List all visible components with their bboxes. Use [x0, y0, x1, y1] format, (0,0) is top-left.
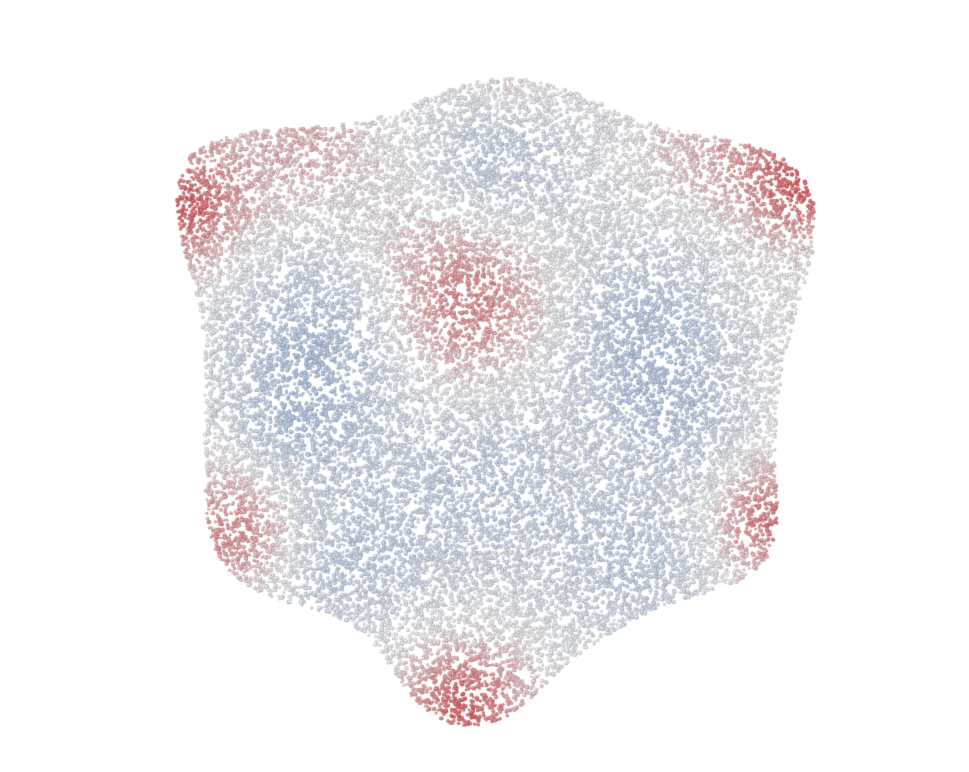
point-cloud-render	[0, 0, 969, 772]
render-viewport	[0, 0, 969, 772]
